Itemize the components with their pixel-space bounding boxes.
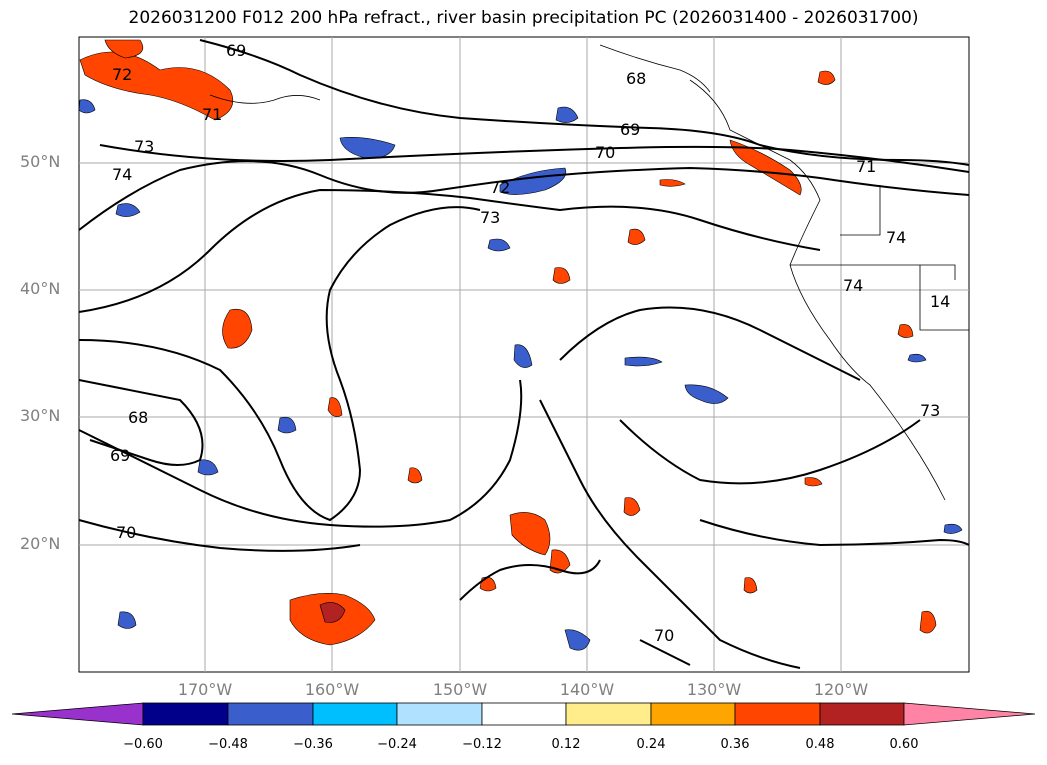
- lat-label: 50°N: [20, 152, 61, 171]
- colorbar-extend-low: [11, 702, 144, 726]
- coastlines: [209, 44, 969, 501]
- contour-label: 71: [856, 157, 876, 176]
- contour-label: 69: [110, 446, 130, 465]
- colorbar-tick-label: 0.60: [889, 737, 919, 752]
- contour-labels: 69 72 71 73 74 68 69 70 72 73 71 74 74 1…: [110, 41, 950, 645]
- colorbar-swatch: [734, 702, 821, 726]
- colorbar-swatch: [227, 702, 314, 726]
- colorbar-tick-label: −0.60: [123, 737, 163, 752]
- colorbar-swatch: [565, 702, 652, 726]
- contour-label: 73: [920, 401, 940, 420]
- colorbar-tick-label: −0.36: [293, 737, 333, 752]
- colorbar: [11, 702, 1036, 726]
- lon-label: 130°W: [686, 680, 742, 699]
- contour-label: 68: [626, 69, 646, 88]
- contour-label: 74: [886, 228, 906, 247]
- colorbar-swatch: [396, 702, 483, 726]
- contour-label: 70: [116, 523, 136, 542]
- contour-label: 68: [128, 408, 148, 427]
- lon-label: 150°W: [432, 680, 488, 699]
- lat-label: 20°N: [20, 534, 61, 553]
- colorbar-swatch: [819, 702, 905, 726]
- contour-label: 70: [595, 143, 615, 162]
- colorbar-tick-label: 0.48: [805, 737, 835, 752]
- refractivity-contours: [78, 39, 970, 669]
- colorbar-extend-high: [903, 702, 1036, 726]
- contour-label: 73: [480, 208, 500, 227]
- contour-label: 14: [930, 292, 950, 311]
- lon-label: 140°W: [559, 680, 615, 699]
- contour-label: 69: [226, 41, 246, 60]
- lon-label: 160°W: [304, 680, 360, 699]
- contour-label: 72: [490, 178, 510, 197]
- colorbar-tick-label: −0.12: [462, 737, 502, 752]
- contour-label: 69: [620, 120, 640, 139]
- contour-label: 73: [134, 137, 154, 156]
- colorbar-swatch: [142, 702, 229, 726]
- lat-label: 30°N: [20, 406, 61, 425]
- colorbar-tick-label: 0.12: [551, 737, 581, 752]
- colorbar-tick-label: 0.36: [720, 737, 750, 752]
- colorbar-swatch: [312, 702, 398, 726]
- colorbar-swatch: [481, 702, 567, 726]
- lat-label: 40°N: [20, 279, 61, 298]
- lon-label: 120°W: [813, 680, 869, 699]
- colorbar-tick-label: −0.24: [377, 737, 417, 752]
- colorbar-tick-label: 0.24: [636, 737, 666, 752]
- colorbar-tick-label: −0.48: [208, 737, 248, 752]
- precip-positive: [79, 39, 937, 646]
- contour-label: 71: [202, 105, 222, 124]
- colorbar-swatch: [650, 702, 736, 726]
- precip-negative: [78, 99, 963, 651]
- map-title: 2026031200 F012 200 hPa refract., river …: [128, 8, 919, 28]
- contour-label: 74: [843, 276, 863, 295]
- contour-label: 72: [112, 65, 132, 84]
- contour-label: 74: [112, 165, 132, 184]
- lon-label: 170°W: [177, 680, 233, 699]
- contour-label: 70: [654, 626, 674, 645]
